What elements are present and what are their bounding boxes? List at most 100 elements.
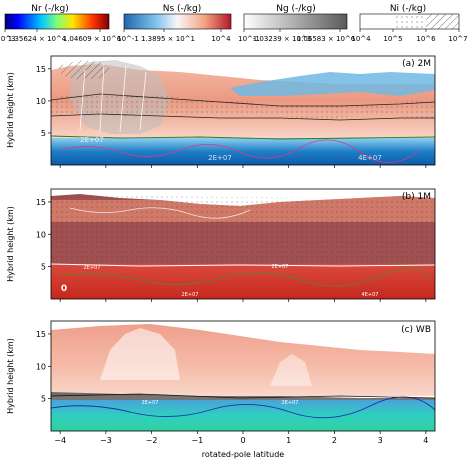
colorbar-nr-tick-label: 1.35624 × 10^4 <box>8 35 67 43</box>
panel-c-melting-band <box>51 392 435 402</box>
panel-a-y-axis: 5 10 15 <box>36 65 427 168</box>
colorbar-ni-tick-0: 10^4 <box>351 29 371 43</box>
panel-b-melting-contour <box>51 263 435 267</box>
panel-c: (c) WB Hybrid height (km) 2E+07 2E+07 ro… <box>6 320 436 459</box>
colorbar-ni-segment-1 <box>360 14 393 29</box>
panel-b-label: (b) 1M <box>402 192 431 202</box>
panel-c-blue-contour <box>51 396 435 419</box>
colorbar-ng-tick-1: 1.03239 × 10^3 <box>253 29 312 43</box>
colorbar-nr-tick-label: 10^3 <box>0 35 16 43</box>
panel-c-graupel-plume-2 <box>270 354 312 386</box>
colorbar-ns-tick-0: 10^-1 <box>117 29 139 43</box>
colorbar-ni-tick-label: 10^4 <box>351 35 371 43</box>
panel-c-xtick-label: 1 <box>286 436 291 445</box>
panel-a-ytick-label: 10 <box>36 97 46 106</box>
panel-c-axes: 5 10 15 −4 −3 −2 −1 0 1 2 3 4 <box>36 330 429 445</box>
panel-c-field <box>51 321 435 431</box>
panel-c-xlabel: rotated-pole latitude <box>202 450 285 459</box>
panel-c-xtick-label: 3 <box>378 436 383 445</box>
colorbar-ni-tick-1: 10^5 <box>383 29 403 43</box>
panel-a-rain-contour <box>59 139 421 163</box>
colorbar-ns-title: Ns (-/kg) <box>163 4 202 14</box>
colorbar-ns-tick-label: 1.3895 × 10^1 <box>141 35 195 43</box>
colorbar-ns-tick-label: 10^-1 <box>117 35 139 43</box>
panel-a-ytick-label: 5 <box>41 129 46 138</box>
panel-a-contour-2 <box>51 113 435 121</box>
panel-b-ytick-label: 15 <box>36 198 46 207</box>
panel-c-graupel-plume <box>100 328 180 380</box>
colorbar-nr-tick-0: 10^3 <box>0 29 16 43</box>
panel-b-ylabel: Hybrid height (km) <box>6 206 15 282</box>
panel-a-contour-label: 2E+07 <box>80 136 104 144</box>
colorbar-ni-tick-label: 10^5 <box>383 35 402 43</box>
colorbar-nr-bar <box>4 13 110 30</box>
colorbar-ng-tick-2: 1.06583 × 10^6 <box>297 29 356 43</box>
colorbar-ns-tick-2: 10^4 <box>211 29 231 43</box>
panel-b-white-contour <box>69 207 251 219</box>
panel-c-ytick-label: 5 <box>41 395 46 404</box>
colorbar-ns: Ns (-/kg) 10^-1 1.3895 × 10^1 10^4 <box>117 4 232 43</box>
panel-c-black-contour <box>51 393 435 399</box>
colorbar-ns-tick-label: 10^4 <box>211 35 231 43</box>
colorbar-ng: Ng (-/kg) 10^-1 1.03239 × 10^3 1.06583 ×… <box>238 4 356 43</box>
colorbar-nr-tick-label: 1.04609 × 10^6 <box>63 35 122 43</box>
panel-c-xtick-label: −4 <box>54 436 66 445</box>
panel-c-ytick-label: 15 <box>36 330 46 339</box>
panel-b-contour-label: 2E+07 <box>272 264 289 270</box>
colorbar-nr-tick-2: 1.04609 × 10^6 <box>63 29 122 43</box>
colorbar-nr: Nr (-/kg) 10^3 1.35624 × 10^4 1.04609 × … <box>0 4 122 43</box>
panel-a-contour-label: 4E+07 <box>358 154 382 162</box>
panel-a-graupel-contour <box>79 63 147 133</box>
panel-a-contour-1 <box>51 93 435 107</box>
panel-c-ytick-label: 10 <box>36 362 46 371</box>
panel-b-green-contour <box>59 267 431 287</box>
panel-c-xtick-label: 2 <box>332 436 337 445</box>
panel-c-xtick-label: −1 <box>191 436 203 445</box>
panel-b: (b) 1M Hybrid height (km) 2E+07 2E+07 2E… <box>6 188 436 302</box>
colorbar-ni-tick-3: 10^7 <box>448 29 468 43</box>
colorbar-ni-tick-2: 10^6 <box>416 29 436 43</box>
colorbar-ni-tick-label: 10^7 <box>448 35 467 43</box>
panel-b-y-axis: 5 10 15 <box>36 198 427 302</box>
panel-c-xtick-label: 0 <box>240 436 245 445</box>
panel-a-ice-dots <box>51 92 435 118</box>
panel-a-ylabel: Hybrid height (km) <box>6 72 15 148</box>
colorbar-ni-bar <box>359 13 460 30</box>
colorbar-ni-segment-3 <box>426 14 459 29</box>
panel-a-label: (a) 2M <box>402 59 431 69</box>
colorbar-ni-segment-2 <box>393 14 426 29</box>
colorbar-ni-title: Ni (-/kg) <box>390 4 426 14</box>
colorbar-ng-tick-label: 1.03239 × 10^3 <box>253 35 312 43</box>
colorbar-ng-title: Ng (-/kg) <box>276 4 316 14</box>
panel-b-contour-label: 2E+07 <box>182 292 199 298</box>
colorbar-ng-tick-0: 10^-1 <box>238 29 260 43</box>
panel-a: (a) 2M Hybrid height (km) 2E+07 2E+07 4E… <box>6 55 436 168</box>
colorbar-nr-tick-1: 1.35624 × 10^4 <box>8 29 67 43</box>
panel-a-rain-layer <box>51 138 435 165</box>
panel-b-field <box>51 189 435 299</box>
colorbar-ns-bar <box>123 13 232 30</box>
panel-a-upper-blue <box>230 72 435 96</box>
colorbar-ni: Ni (-/kg) 10^4 10^5 10^6 10^7 <box>351 4 467 43</box>
panel-a-ytick-label: 15 <box>36 65 46 74</box>
panel-a-contour-label: 2E+07 <box>208 154 232 162</box>
panel-b-ytick-label: 10 <box>36 230 46 239</box>
panel-b-contour-label: 0 <box>61 284 67 294</box>
panel-b-contour-label: 2E+07 <box>84 265 101 271</box>
colorbar-ng-tick-label: 1.06583 × 10^6 <box>297 35 356 43</box>
panel-a-melting-contour <box>51 135 435 140</box>
panel-c-ylabel: Hybrid height (km) <box>6 338 15 414</box>
colorbar-ni-tick-label: 10^6 <box>416 35 436 43</box>
panel-c-contour-label: 2E+07 <box>282 400 299 406</box>
colorbar-ng-bar <box>243 13 348 30</box>
panel-b-contour-label: 4E+07 <box>362 292 379 298</box>
panel-c-contour-label: 2E+07 <box>142 400 159 406</box>
panel-c-xtick-label: 4 <box>423 436 428 445</box>
panel-b-ice-dots <box>51 196 435 262</box>
panel-b-ytick-label: 5 <box>41 263 46 272</box>
panel-a-field <box>51 56 435 165</box>
colorbar-ns-tick-1: 1.3895 × 10^1 <box>141 29 195 43</box>
panel-c-label: (c) WB <box>401 325 431 335</box>
panel-c-xtick-label: −3 <box>100 436 112 445</box>
